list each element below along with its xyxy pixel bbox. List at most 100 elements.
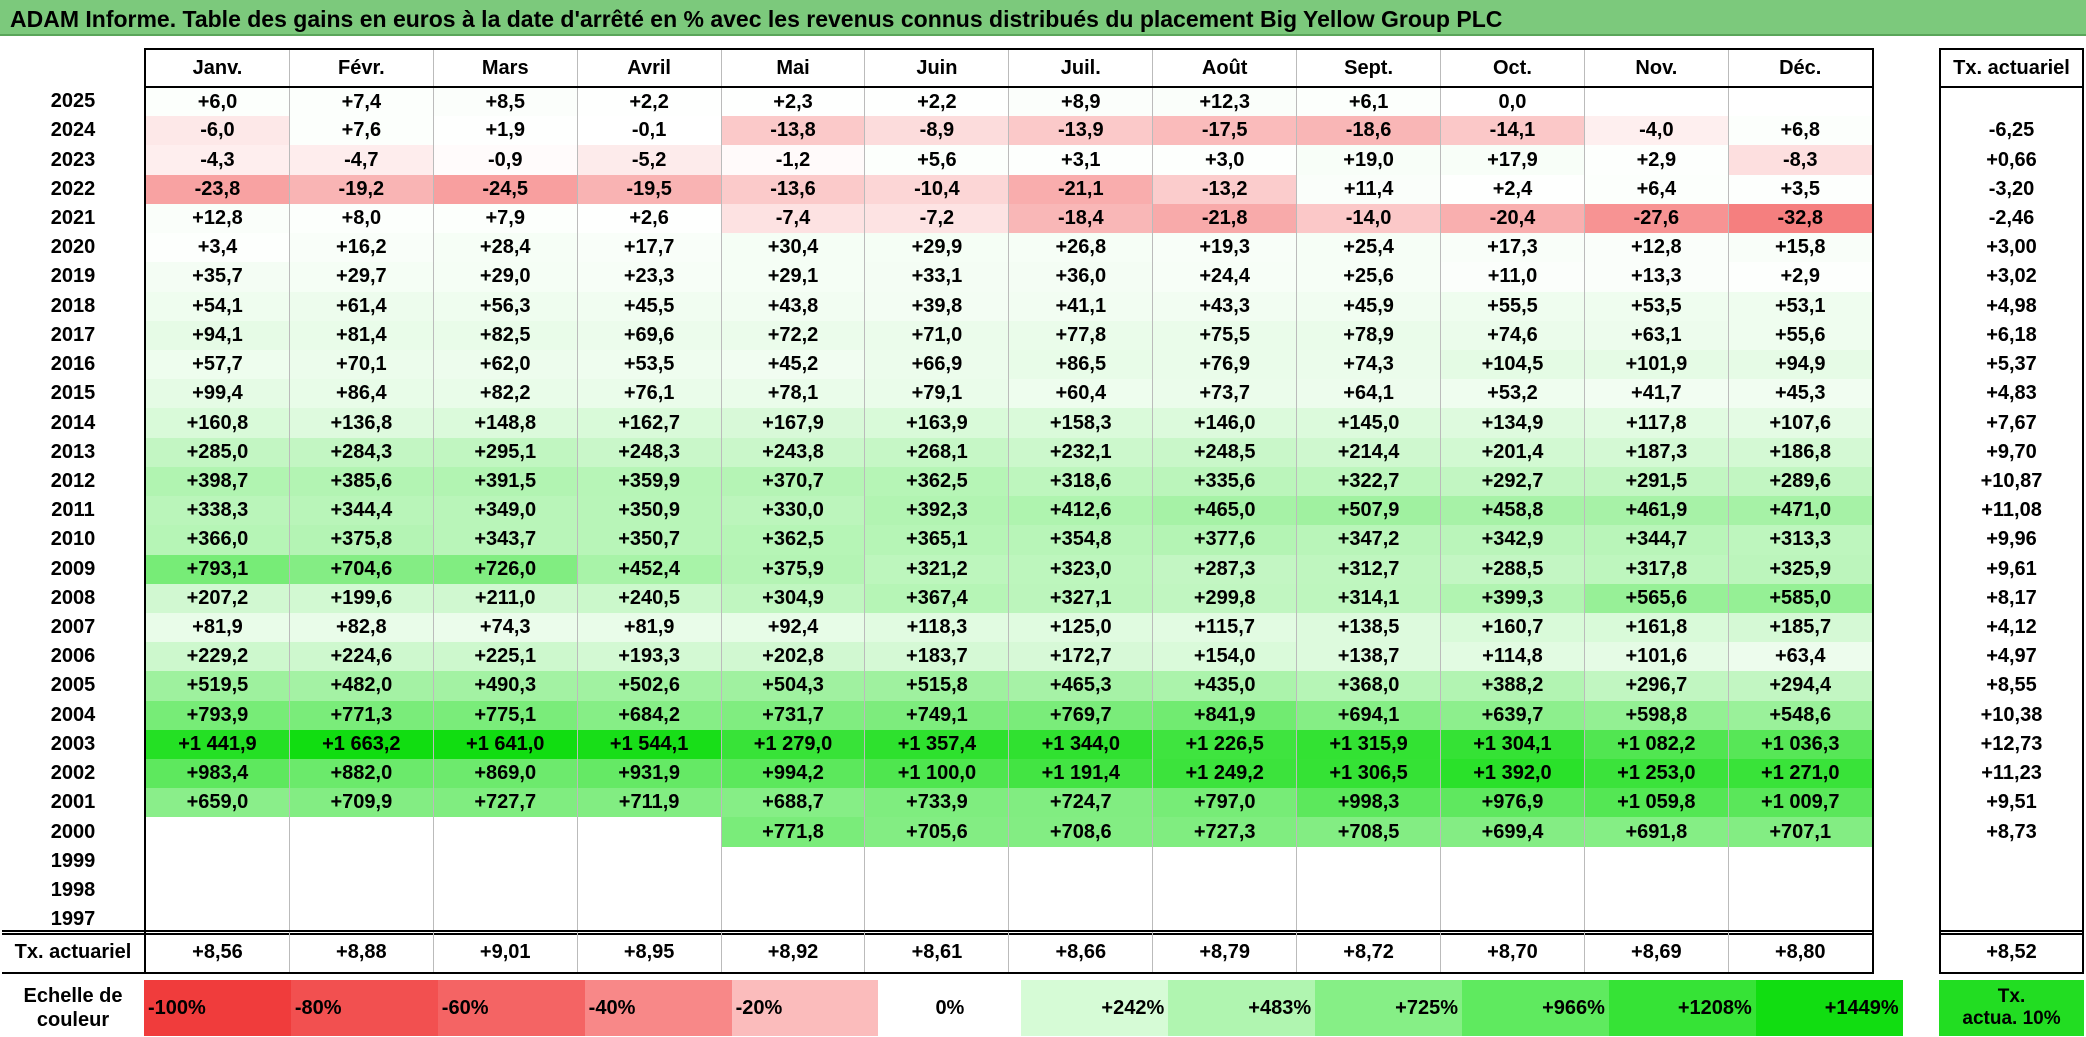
annual-rate-cell: +9,96 — [1939, 525, 2084, 555]
gain-cell: +304,9 — [721, 583, 866, 613]
gain-cell: +375,8 — [289, 525, 434, 555]
gain-cell: +78,1 — [721, 379, 866, 409]
month-header: Nov. — [1584, 48, 1729, 88]
gain-cell: +77,8 — [1008, 320, 1154, 350]
year-row: 2020 +3,4 +16,2 +28,4 +17,7 +30,4 +29,9 +26,8 +1… — [2, 233, 1874, 263]
gain-cell: +63,1 — [1584, 320, 1729, 350]
gain-cell: +691,8 — [1584, 817, 1729, 847]
gain-cell: +362,5 — [864, 466, 1010, 497]
gain-cell: +19,3 — [1152, 233, 1298, 263]
gain-cell: +1 036,3 — [1728, 729, 1874, 760]
gain-cell: +724,7 — [1008, 788, 1154, 818]
gain-cell: +53,1 — [1728, 291, 1874, 321]
gain-cell: +392,3 — [864, 496, 1010, 526]
gain-cell: -4,0 — [1584, 116, 1729, 146]
gain-cell: +709,9 — [289, 788, 434, 818]
gain-cell: +240,5 — [577, 583, 722, 613]
annual-rate-cell: +5,37 — [1939, 349, 2084, 380]
gain-cell: +101,6 — [1584, 642, 1729, 672]
gain-cell — [433, 817, 578, 847]
annual-rate-cell: +6,18 — [1939, 320, 2084, 350]
gain-cell: +733,9 — [864, 788, 1010, 818]
gain-cell: +6,8 — [1728, 116, 1874, 146]
gain-cell: -32,8 — [1728, 203, 1874, 234]
gain-cell — [577, 817, 722, 847]
year-row: 2008 +207,2 +199,6 +211,0 +240,5 +304,9 +367,4… — [2, 583, 1874, 613]
monthly-rate-cell: +8,70 — [1440, 930, 1585, 974]
annual-rate-cell: +4,97 — [1939, 642, 2084, 672]
gain-cell: +731,7 — [721, 700, 866, 730]
annual-rate-cell — [1939, 87, 2084, 117]
gain-cell: +771,3 — [289, 700, 434, 730]
gain-cell: +294,4 — [1728, 671, 1874, 701]
gain-cell: +699,4 — [1440, 817, 1585, 847]
month-header: Juin — [864, 48, 1010, 88]
gain-cell: +793,9 — [145, 700, 290, 730]
gain-cell: -13,6 — [721, 174, 866, 204]
scale-label-line1: Echelle de — [23, 985, 123, 1007]
gain-cell: +16,2 — [289, 233, 434, 263]
gain-cell: +343,7 — [433, 525, 578, 555]
gain-cell — [145, 846, 290, 876]
gain-cell: +1 357,4 — [864, 729, 1010, 760]
year-label: 2010 — [2, 525, 146, 555]
gain-cell: +11,0 — [1440, 262, 1585, 292]
gain-cell: +3,5 — [1728, 174, 1874, 204]
year-row: 2025 +6,0 +7,4 +8,5 +2,2 +2,3 +2,2 +8,9 +12,3 +6,… — [2, 87, 1874, 117]
gain-cell: +688,7 — [721, 788, 866, 818]
gain-cell: +8,0 — [289, 203, 434, 234]
gain-cell: +19,0 — [1296, 145, 1442, 175]
gain-cell: -19,2 — [289, 174, 434, 204]
gain-cell: +362,5 — [721, 525, 866, 555]
gain-cell: +183,7 — [864, 642, 1010, 672]
gain-cell: +39,8 — [864, 291, 1010, 321]
scale-rate-line1: Tx. — [1997, 986, 2026, 1007]
gain-cell: +115,7 — [1152, 612, 1298, 643]
year-label: 2001 — [2, 788, 146, 818]
year-label: 2016 — [2, 349, 146, 380]
gain-cell: +490,3 — [433, 671, 578, 701]
gain-cell: +869,0 — [433, 759, 578, 789]
gain-cell: +287,3 — [1152, 554, 1298, 584]
month-header: Août — [1152, 48, 1298, 88]
gain-cell: -27,6 — [1584, 203, 1729, 234]
year-row: 1998 — [2, 875, 1874, 906]
gain-cell: +163,9 — [864, 408, 1010, 438]
year-label: 2023 — [2, 145, 146, 175]
annual-rate-cell — [1939, 875, 2084, 906]
gain-cell: +17,3 — [1440, 233, 1585, 263]
gain-cell — [433, 875, 578, 906]
scale-label: Echelle de couleur — [2, 980, 144, 1036]
gain-cell: +72,2 — [721, 320, 866, 350]
gain-cell: +199,6 — [289, 583, 434, 613]
gain-cell: +3,0 — [1152, 145, 1298, 175]
gain-cell: +335,6 — [1152, 466, 1298, 497]
year-row: 2002 +983,4 +882,0 +869,0 +931,9 +994,2 +1 100… — [2, 759, 1874, 789]
annual-rate-cell: -6,25 — [1939, 116, 2084, 146]
gain-cell: +207,2 — [145, 583, 290, 613]
gain-cell: +317,8 — [1584, 554, 1729, 584]
annual-rate-cell: +9,70 — [1939, 437, 2084, 467]
gain-cell: +296,7 — [1584, 671, 1729, 701]
gain-cell: +350,7 — [577, 525, 722, 555]
gain-cell: +375,9 — [721, 554, 866, 584]
year-label: 2012 — [2, 466, 146, 497]
gain-cell: +82,8 — [289, 612, 434, 643]
gain-cell: +1 082,2 — [1584, 729, 1729, 760]
year-row: 2012 +398,7 +385,6 +391,5 +359,9 +370,7 +362,5… — [2, 466, 1874, 497]
gain-cell: +726,0 — [433, 554, 578, 584]
gain-cell: +412,6 — [1008, 496, 1154, 526]
gain-cell: +104,5 — [1440, 349, 1585, 380]
gain-cell: +1 315,9 — [1296, 729, 1442, 760]
annual-rate-cell — [1939, 846, 2084, 876]
gain-cell: -8,9 — [864, 116, 1010, 146]
scale-swatch: -100% — [144, 980, 291, 1036]
scale-rate-line2: actua. 10% — [1962, 1008, 2061, 1029]
scale-swatch: +1208% — [1608, 980, 1756, 1036]
scale-swatch: -20% — [731, 980, 879, 1036]
gain-cell: +1 641,0 — [433, 729, 578, 760]
gain-cell: +2,2 — [577, 87, 722, 117]
annual-rate-cell: +4,12 — [1939, 612, 2084, 643]
gain-cell: +323,0 — [1008, 554, 1154, 584]
gain-cell: +399,3 — [1440, 583, 1585, 613]
